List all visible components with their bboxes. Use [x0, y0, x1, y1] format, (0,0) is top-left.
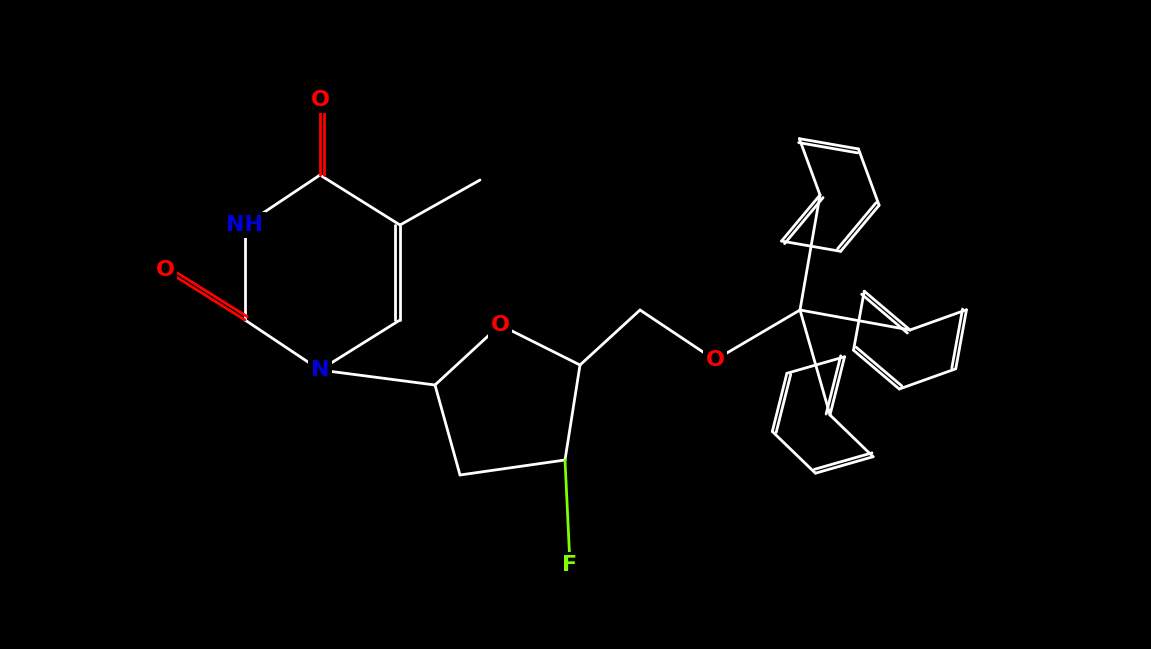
Text: O: O [490, 315, 510, 335]
Text: O: O [706, 350, 724, 370]
Text: O: O [155, 260, 175, 280]
Text: NH: NH [227, 215, 264, 235]
Text: N: N [311, 360, 329, 380]
Text: F: F [563, 555, 578, 575]
Text: O: O [311, 90, 329, 110]
